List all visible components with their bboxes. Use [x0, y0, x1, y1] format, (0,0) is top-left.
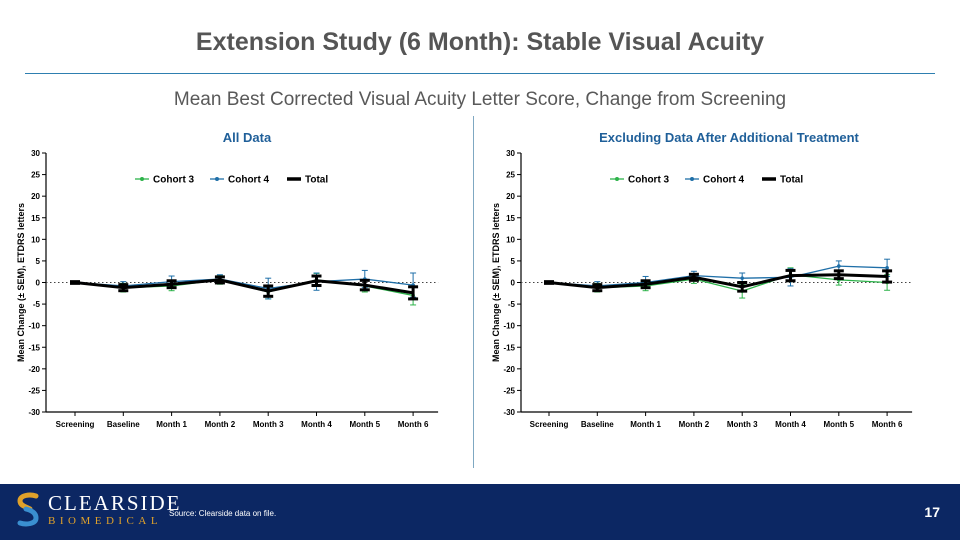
chart2-legend-marker-cohort-4 [690, 177, 694, 181]
chart2-legend-label-cohort-4: Cohort 4 [703, 175, 745, 186]
clearside-logo-icon [17, 492, 39, 527]
chart1-y-tick-label: 15 [31, 214, 40, 223]
chart1-y-tick-label: 5 [36, 257, 41, 266]
chart1-y-tick-label: -30 [28, 408, 40, 417]
chart1-x-tick-label: Month 5 [349, 420, 380, 429]
chart1-legend-marker-cohort-4 [215, 177, 219, 181]
charts-area: All Data 30 25 20 15 10 5 0 -5 -10 -15 -20 -25 -30 Scr… [16, 130, 913, 429]
page-number: 17 [924, 504, 940, 520]
chart2-y-tick-label: -30 [503, 408, 515, 417]
chart2-x-tick-label: Month 1 [630, 420, 661, 429]
chart1-y-tick-label: -10 [28, 322, 40, 331]
chart2-x-tick-label: Month 4 [775, 420, 806, 429]
chart1-y-tick-label: -25 [28, 386, 40, 395]
chart1-y-tick-label: -20 [28, 365, 40, 374]
chart1-total-line [74, 278, 414, 295]
chart2-y-axis-label: Mean Change (± SEM), ETDRS letters [491, 203, 501, 362]
chart2-x-tick-label: Month 3 [727, 420, 758, 429]
chart2-y-tick-label: 25 [506, 171, 515, 180]
chart2-y-tick-label: 5 [511, 257, 516, 266]
chart1-x-tick-label: Baseline [107, 420, 140, 429]
chart2-cohort-4-line [548, 265, 888, 287]
chart1-x-tick-label: Screening [56, 420, 95, 429]
source-note: Source: Clearside data on file. [169, 509, 277, 518]
chart1-legend-marker-cohort-3 [140, 177, 144, 181]
chart1-y-tick-label: 30 [31, 149, 40, 158]
chart2-legend-label-cohort-3: Cohort 3 [628, 175, 670, 186]
chart1-x-tick-label: Month 2 [205, 420, 236, 429]
chart1-legend-label-total: Total [305, 175, 328, 186]
chart2-y-tick-label: 15 [506, 214, 515, 223]
chart2-x-tick-label: Month 5 [823, 420, 854, 429]
chart1-title: All Data [223, 130, 272, 145]
chart2-y-tick-label: -25 [503, 386, 515, 395]
chart2-y-tick-label: -5 [508, 300, 516, 309]
chart2-y-tick-label: 20 [506, 192, 515, 201]
logo-name: CLEARSIDE [48, 491, 182, 515]
chart1-legend-label-cohort-4: Cohort 4 [228, 175, 270, 186]
chart2-title: Excluding Data After Additional Treatmen… [599, 130, 859, 145]
slide-subtitle: Mean Best Corrected Visual Acuity Letter… [173, 89, 787, 110]
chart2-cohort-4-point [740, 276, 744, 280]
panel-divider [473, 116, 474, 468]
chart1-cohort-4-line [74, 278, 414, 290]
logo-tagline: BIOMEDICAL [48, 515, 163, 527]
chart2-cohort-4-point [837, 264, 841, 268]
chart1-y-tick-label: 0 [36, 279, 41, 288]
chart1-x-tick-label: Month 3 [253, 420, 284, 429]
chart2-x-tick-label: Baseline [581, 420, 614, 429]
chart2-y-tick-label: -10 [503, 322, 515, 331]
chart1-y-tick-label: -15 [28, 343, 40, 352]
chart2-cohort-4-point [885, 266, 889, 270]
chart1-y-axis-label: Mean Change (± SEM), ETDRS letters [16, 203, 26, 362]
chart1-y-tick-label: -5 [33, 300, 41, 309]
chart2-legend-marker-cohort-3 [615, 177, 619, 181]
chart2-legend-label-total: Total [780, 175, 803, 186]
chart2-y-tick-label: 0 [511, 279, 516, 288]
chart1-x-tick-label: Month 1 [156, 420, 187, 429]
chart2-x-tick-label: Month 6 [872, 420, 903, 429]
chart2-x-tick-label: Month 2 [679, 420, 710, 429]
chart2-total-line [548, 273, 888, 290]
chart2-x-tick-label: Screening [530, 420, 569, 429]
chart1-x-tick-label: Month 6 [398, 420, 429, 429]
chart2-y-tick-label: -20 [503, 365, 515, 374]
chart2-y-tick-label: 10 [506, 235, 515, 244]
title-underline [25, 73, 935, 74]
chart1-y-tick-label: 20 [31, 192, 40, 201]
slide-title: Extension Study (6 Month): Stable Visual… [195, 28, 765, 56]
chart2-y-tick-label: 30 [506, 149, 515, 158]
chart1-y-tick-label: 10 [31, 235, 40, 244]
footer-bar: CLEARSIDE BIOMEDICAL Source: Clearside d… [0, 484, 960, 540]
chart1-legend-label-cohort-3: Cohort 3 [153, 175, 195, 186]
chart1-y-tick-label: 25 [31, 171, 40, 180]
chart1-x-tick-label: Month 4 [301, 420, 332, 429]
chart2-y-tick-label: -15 [503, 343, 515, 352]
